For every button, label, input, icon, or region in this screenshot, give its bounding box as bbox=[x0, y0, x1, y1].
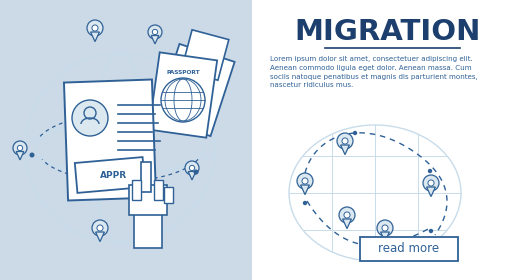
Circle shape bbox=[193, 169, 199, 174]
Polygon shape bbox=[341, 145, 350, 155]
Polygon shape bbox=[427, 187, 436, 197]
Circle shape bbox=[297, 173, 313, 189]
Bar bbox=[360, 237, 458, 261]
Circle shape bbox=[344, 212, 350, 218]
Circle shape bbox=[92, 220, 108, 236]
Text: APPR: APPR bbox=[100, 171, 127, 181]
Circle shape bbox=[148, 25, 162, 39]
Polygon shape bbox=[141, 162, 151, 192]
Circle shape bbox=[353, 131, 357, 135]
Circle shape bbox=[185, 161, 199, 175]
Polygon shape bbox=[64, 80, 156, 200]
Polygon shape bbox=[154, 180, 163, 200]
Polygon shape bbox=[164, 187, 172, 203]
Circle shape bbox=[17, 145, 22, 151]
Circle shape bbox=[428, 180, 434, 186]
Polygon shape bbox=[134, 202, 162, 248]
Circle shape bbox=[342, 138, 348, 144]
Polygon shape bbox=[381, 232, 389, 242]
Circle shape bbox=[92, 25, 98, 31]
Polygon shape bbox=[188, 171, 196, 180]
Circle shape bbox=[302, 178, 308, 184]
Polygon shape bbox=[155, 44, 234, 136]
Polygon shape bbox=[181, 30, 229, 80]
Circle shape bbox=[337, 133, 353, 149]
Circle shape bbox=[428, 169, 432, 173]
Circle shape bbox=[30, 153, 34, 157]
Text: MIGRATION: MIGRATION bbox=[295, 18, 481, 46]
Polygon shape bbox=[149, 52, 217, 138]
Circle shape bbox=[429, 229, 433, 233]
Polygon shape bbox=[16, 151, 24, 160]
Polygon shape bbox=[75, 157, 145, 193]
Circle shape bbox=[423, 175, 439, 191]
Polygon shape bbox=[95, 232, 104, 242]
Polygon shape bbox=[151, 36, 159, 44]
Circle shape bbox=[97, 225, 103, 231]
Circle shape bbox=[377, 220, 393, 236]
Polygon shape bbox=[343, 219, 351, 228]
Circle shape bbox=[339, 207, 355, 223]
Text: Lorem ipsum dolor sit amet, consectetuer adipiscing elit.
Aenean commodo ligula : Lorem ipsum dolor sit amet, consectetuer… bbox=[270, 56, 478, 88]
Polygon shape bbox=[301, 185, 309, 195]
Polygon shape bbox=[131, 180, 141, 200]
Circle shape bbox=[303, 201, 307, 205]
Circle shape bbox=[87, 20, 103, 36]
Circle shape bbox=[382, 225, 388, 231]
Polygon shape bbox=[91, 32, 100, 42]
Circle shape bbox=[13, 141, 27, 155]
Text: read more: read more bbox=[378, 242, 440, 255]
Polygon shape bbox=[129, 185, 167, 215]
Circle shape bbox=[189, 165, 195, 171]
Bar bbox=[0, 0, 252, 280]
Text: PASSPORT: PASSPORT bbox=[166, 69, 200, 74]
Circle shape bbox=[72, 100, 108, 136]
Circle shape bbox=[152, 29, 158, 35]
